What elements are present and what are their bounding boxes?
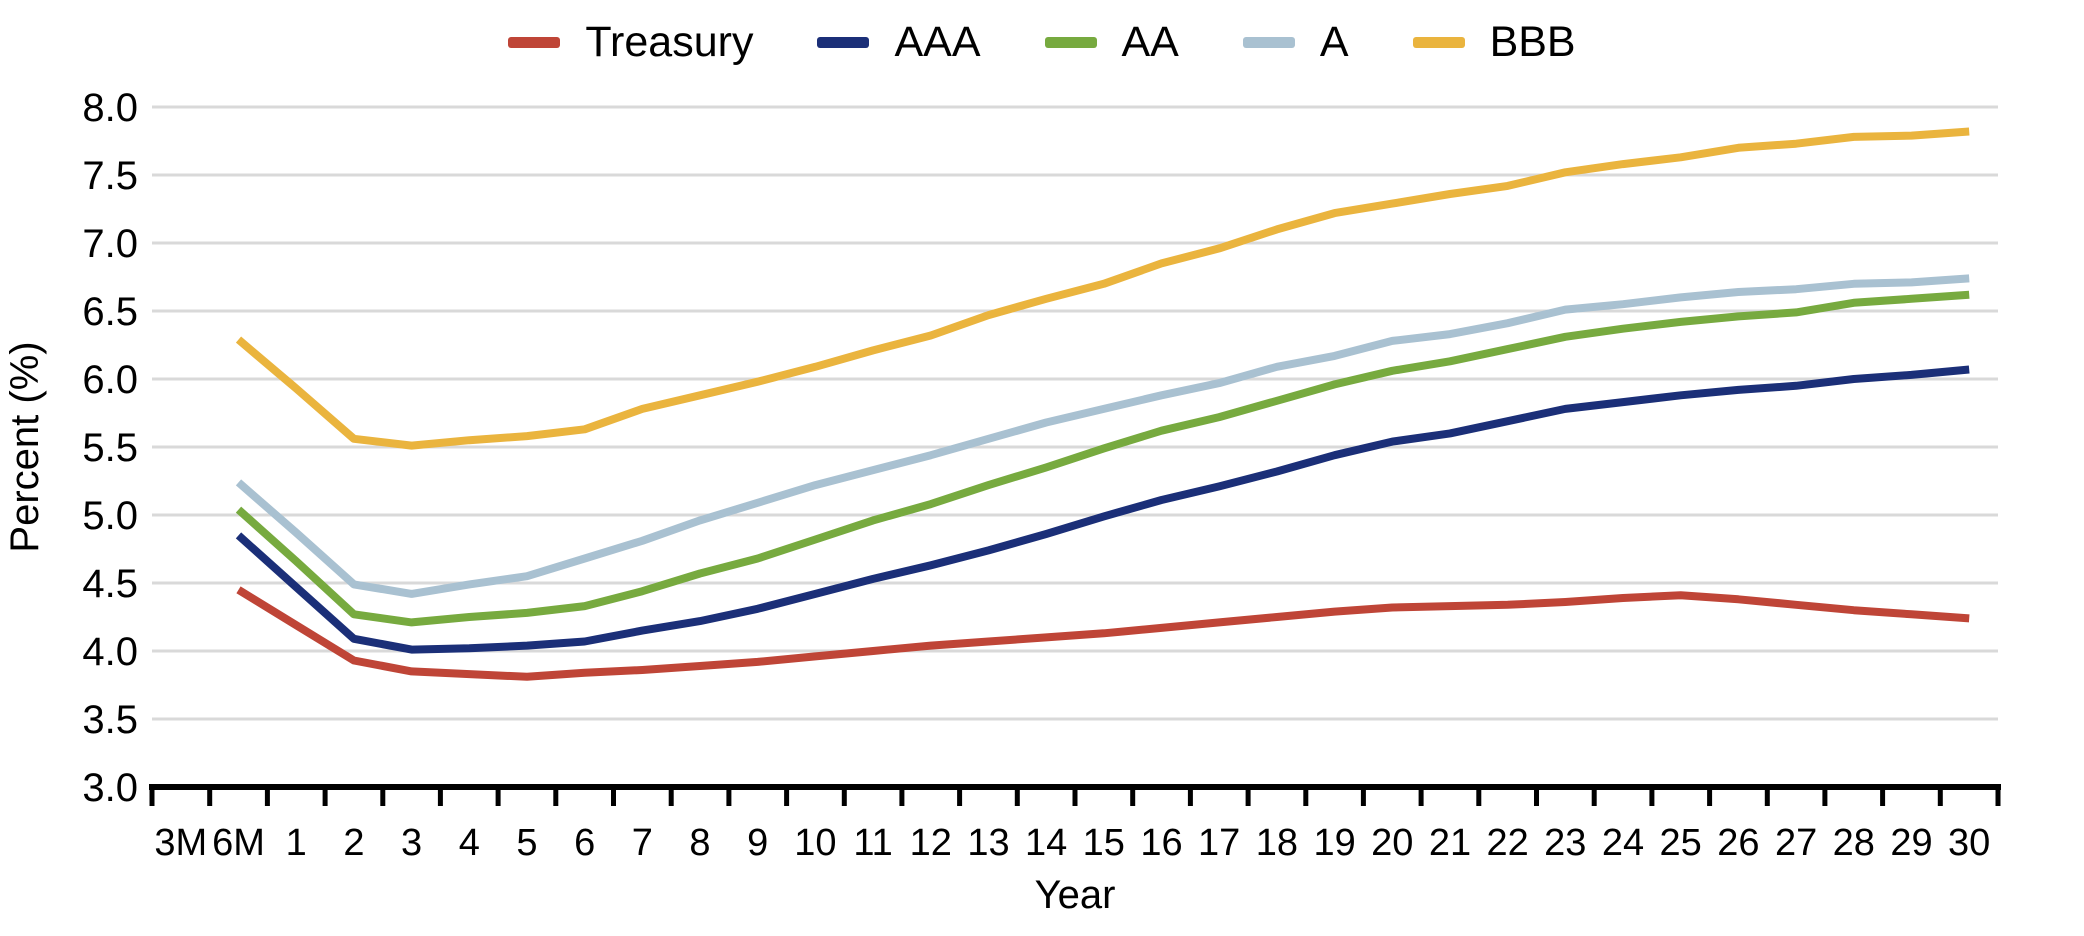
series-line-aa	[235, 290, 1970, 627]
y-tick-label-5.5: 5.5	[82, 426, 138, 470]
legend-label-aaa: AAA	[894, 18, 981, 66]
x-tick-label-15: 15	[1083, 822, 1125, 864]
y-tick-label-3.5: 3.5	[82, 698, 138, 742]
x-tick-label-8: 8	[689, 822, 710, 864]
gridlines	[152, 105, 1998, 721]
x-tick-label-10: 10	[794, 822, 836, 864]
y-tick-label-8.0: 8.0	[82, 86, 138, 130]
x-tick-label-12: 12	[910, 822, 952, 864]
series-line-a	[235, 274, 1970, 598]
legend-label-aa: AA	[1121, 18, 1179, 66]
legend-item-a: A	[1242, 14, 1349, 70]
x-tick-label-6M: 6M	[212, 822, 265, 864]
x-tick-label-3: 3	[401, 822, 422, 864]
y-tick-label-6.0: 6.0	[82, 358, 138, 402]
y-tick-label-4.0: 4.0	[82, 630, 138, 674]
x-axis-title: Year	[1035, 873, 1116, 917]
y-tick-label-7.5: 7.5	[82, 154, 138, 198]
x-tick-label-9: 9	[747, 822, 768, 864]
series-lines	[235, 127, 1970, 681]
legend-swatch-aaa	[817, 36, 870, 48]
x-tick-label-16: 16	[1140, 822, 1182, 864]
x-tick-label-25: 25	[1660, 822, 1702, 864]
y-tick-label-6.5: 6.5	[82, 290, 138, 334]
x-tick-label-7: 7	[632, 822, 653, 864]
legend-item-bbb: BBB	[1412, 14, 1576, 70]
y-axis-title: Percent (%)	[3, 341, 47, 552]
legend-label-treasury: Treasury	[585, 18, 754, 66]
legend-item-aa: AA	[1044, 14, 1179, 70]
series-line-aaa	[235, 365, 1970, 654]
series-line-treasury	[236, 586, 1970, 681]
y-tick-label-3.0: 3.0	[82, 766, 138, 810]
x-tick-label-30: 30	[1948, 822, 1990, 864]
x-tick-label-29: 29	[1890, 822, 1932, 864]
legend-label-bbb: BBB	[1489, 18, 1576, 66]
x-tick-label-24: 24	[1602, 822, 1644, 864]
chart-legend: Treasury AAA AA A BBB	[0, 14, 2084, 70]
legend-swatch-a	[1242, 36, 1295, 48]
x-tick-label-21: 21	[1429, 822, 1471, 864]
x-tick-label-5: 5	[516, 822, 537, 864]
x-tick-label-17: 17	[1198, 822, 1240, 864]
legend-swatch-aa	[1044, 36, 1097, 48]
x-tick-label-18: 18	[1256, 822, 1298, 864]
x-tick-label-20: 20	[1371, 822, 1413, 864]
x-tick-label-3M: 3M	[154, 822, 207, 864]
x-tick-label-27: 27	[1775, 822, 1817, 864]
x-tick-label-19: 19	[1313, 822, 1355, 864]
x-tick-label-4: 4	[459, 822, 480, 864]
x-axis-tick-labels: 3M 6M 1 2 3 4 5 6 7 8 9 10 11 12 13 14 15 16 17 18 19 20 21 22 2…	[154, 822, 1990, 864]
legend-item-treasury: Treasury	[508, 14, 753, 70]
x-tick-label-28: 28	[1833, 822, 1875, 864]
y-tick-label-7.0: 7.0	[82, 222, 138, 266]
x-tick-label-2: 2	[343, 822, 364, 864]
legend-item-aaa: AAA	[817, 14, 981, 70]
x-tick-label-13: 13	[967, 822, 1009, 864]
series-line-bbb	[235, 127, 1970, 450]
legend-label-a: A	[1319, 18, 1349, 66]
x-tick-label-26: 26	[1717, 822, 1759, 864]
x-tick-label-23: 23	[1544, 822, 1586, 864]
x-axis	[149, 784, 2001, 806]
y-tick-label-5.0: 5.0	[82, 494, 138, 538]
x-tick-label-1: 1	[286, 822, 307, 864]
legend-swatch-treasury	[508, 36, 561, 48]
y-tick-label-4.5: 4.5	[82, 562, 138, 606]
x-tick-label-22: 22	[1487, 822, 1529, 864]
y-axis-tick-labels: 3.0 3.5 4.0 4.5 5.0 5.5 6.0 6.5 7.0 7.5 8.0	[82, 86, 138, 810]
legend-swatch-bbb	[1412, 36, 1465, 48]
x-tick-label-6: 6	[574, 822, 595, 864]
x-tick-label-11: 11	[853, 822, 892, 864]
x-tick-label-14: 14	[1025, 822, 1067, 864]
